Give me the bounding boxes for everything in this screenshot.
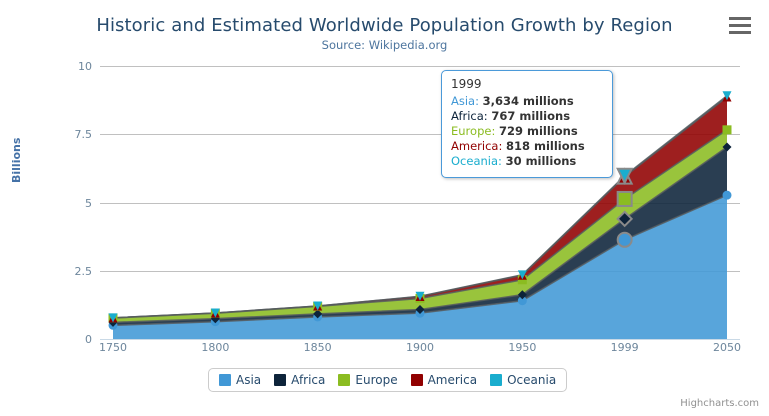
menu-bar-1 xyxy=(729,17,751,20)
tooltip-series-name: America: xyxy=(451,139,506,153)
tooltip-series-value: 729 millions xyxy=(498,124,578,138)
tooltip-row-asia: Asia: 3,634 millions xyxy=(451,94,603,109)
legend-label: Europe xyxy=(355,373,398,387)
y-axis-tick-label: 0 xyxy=(85,333,92,346)
x-axis-labels: 1750 1800 1850 1900 1950 1999 2050 xyxy=(0,341,769,361)
tooltip-series-value: 818 millions xyxy=(505,139,585,153)
chart-title: Historic and Estimated Worldwide Populat… xyxy=(96,15,673,36)
tooltip-row-africa: Africa: 767 millions xyxy=(451,109,603,124)
tooltip-row-oceania: Oceania: 30 millions xyxy=(451,154,603,169)
x-axis-tick-label: 1999 xyxy=(610,341,639,354)
tooltip: 1999 Asia: 3,634 millions Africa: 767 mil… xyxy=(441,70,613,178)
tooltip-series-name: Africa: xyxy=(451,109,492,123)
tooltip-row-europe: Europe: 729 millions xyxy=(451,124,603,139)
tooltip-rows: Asia: 3,634 millions Africa: 767 millions… xyxy=(451,94,603,169)
x-axis-tick-label: 1800 xyxy=(201,341,230,354)
legend-item-asia[interactable]: Asia xyxy=(219,373,261,387)
legend-label: Africa xyxy=(291,373,326,387)
hamburger-menu-icon[interactable] xyxy=(729,17,751,34)
tooltip-series-name: Europe: xyxy=(451,124,499,138)
tooltip-series-value: 767 millions xyxy=(491,109,571,123)
chart-legend: Asia Africa Europe America Oceania xyxy=(208,368,568,392)
legend-label: Asia xyxy=(236,373,262,387)
gridline xyxy=(100,270,740,272)
tooltip-series-name: Asia: xyxy=(451,94,483,108)
legend-swatch-icon xyxy=(338,374,351,386)
x-axis-tick-label: 1900 xyxy=(406,341,434,354)
legend-swatch-icon xyxy=(490,374,503,386)
x-axis-line xyxy=(100,339,740,340)
legend-swatch-icon xyxy=(274,374,287,386)
legend-item-europe[interactable]: Europe xyxy=(338,373,398,387)
y-axis-tick-label: 10 xyxy=(78,60,92,73)
tooltip-series-name: Oceania: xyxy=(451,154,506,168)
legend-item-oceania[interactable]: Oceania xyxy=(490,373,556,387)
legend-label: Oceania xyxy=(507,373,557,387)
tooltip-series-value: 30 millions xyxy=(505,154,577,168)
legend-item-africa[interactable]: Africa xyxy=(274,373,325,387)
legend-swatch-icon xyxy=(219,374,231,386)
y-axis-tick-label: 5 xyxy=(85,196,92,210)
y-axis-labels: 0 2.5 5 7.5 10 xyxy=(0,0,100,416)
menu-bar-3 xyxy=(729,31,751,34)
tooltip-header: 1999 xyxy=(451,77,482,91)
x-axis-tick-label: 1750 xyxy=(99,341,127,354)
legend-item-america[interactable]: America xyxy=(410,373,478,387)
y-axis-tick-label: 2.5 xyxy=(74,264,93,278)
gridline xyxy=(100,66,740,67)
x-axis-tick-label: 2050 xyxy=(713,341,741,354)
legend-label: America xyxy=(427,373,478,387)
highcharts-credits[interactable]: Highcharts.com xyxy=(680,398,759,409)
y-axis-tick-label: 7.5 xyxy=(74,128,93,142)
gridline xyxy=(100,202,740,204)
legend-swatch-icon xyxy=(410,374,423,386)
tooltip-row-america: America: 818 millions xyxy=(451,139,603,154)
plot-area xyxy=(100,66,740,340)
x-axis-tick-label: 1950 xyxy=(508,341,537,354)
chart-subtitle: Source: Wikipedia.org xyxy=(321,38,448,52)
menu-bar-2 xyxy=(729,24,751,27)
gridline xyxy=(100,134,740,136)
x-axis-tick-label: 1850 xyxy=(303,341,332,354)
tooltip-series-value: 3,634 millions xyxy=(482,94,574,108)
